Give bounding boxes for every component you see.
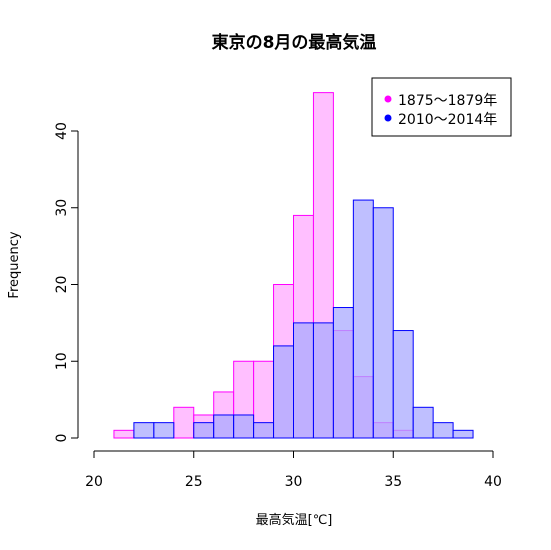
y-axis: 0 10 20 30 40 [54, 122, 79, 443]
x-axis-label: 最高気温[℃] [256, 512, 333, 528]
legend: 1875～1879年 2010～2014年 [371, 77, 512, 137]
bar-series-1-bin-21 [113, 429, 135, 439]
bar-series-2-bin-23 [153, 422, 175, 439]
x-tick-label-20: 20 [85, 474, 103, 490]
y-tick-label-20: 20 [54, 276, 70, 294]
bar-series-2-bin-26 [213, 414, 235, 439]
bar-series-2-bin-37 [432, 422, 454, 439]
chart-title: 東京の8月の最高気温 [212, 32, 377, 53]
y-tick-label-10: 10 [54, 352, 70, 370]
series-2010-2014-bars [133, 199, 474, 439]
bar-series-2-bin-25 [193, 422, 215, 439]
bar-series-2-bin-34 [372, 207, 394, 439]
bar-series-1-bin-24 [173, 406, 195, 439]
x-tick-label-40: 40 [484, 474, 502, 490]
legend-label-2010-2014: 2010～2014年 [398, 112, 497, 128]
bar-series-2-bin-38 [452, 429, 474, 439]
legend-marker-2010-2014 [384, 114, 392, 122]
y-tick-label-40: 40 [54, 122, 70, 140]
bar-series-2-bin-33 [352, 199, 374, 439]
x-axis: 20 25 30 35 40 [85, 450, 502, 490]
bar-series-2-bin-22 [133, 422, 155, 439]
legend-box [371, 77, 512, 137]
x-tick-label-30: 30 [285, 474, 303, 490]
legend-marker-1875-1879 [384, 95, 392, 103]
bar-series-2-bin-29 [273, 345, 294, 439]
bar-series-2-bin-27 [233, 414, 255, 439]
bar-series-2-bin-31 [312, 322, 334, 439]
y-tick-label-0: 0 [54, 434, 70, 443]
y-tick-label-30: 30 [54, 199, 70, 217]
legend-label-1875-1879: 1875～1879年 [398, 93, 497, 109]
bar-series-2-bin-35 [392, 330, 414, 439]
x-tick-label-35: 35 [384, 474, 402, 490]
bar-series-2-bin-36 [412, 406, 434, 439]
x-tick-label-25: 25 [185, 474, 203, 490]
bar-series-2-bin-28 [253, 422, 275, 439]
bar-series-2-bin-32 [332, 307, 354, 439]
y-axis-label: Frequency [7, 231, 22, 298]
bar-series-2-bin-30 [293, 322, 314, 439]
